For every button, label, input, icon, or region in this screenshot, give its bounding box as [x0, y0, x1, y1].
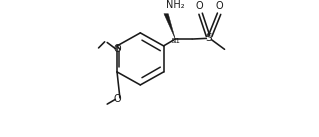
Polygon shape [164, 14, 175, 39]
Text: NH₂: NH₂ [166, 0, 185, 10]
Text: &1: &1 [171, 38, 181, 44]
Text: S: S [206, 33, 212, 43]
Text: O: O [114, 44, 121, 54]
Text: O: O [215, 1, 223, 11]
Text: O: O [196, 1, 203, 11]
Text: O: O [114, 94, 121, 104]
